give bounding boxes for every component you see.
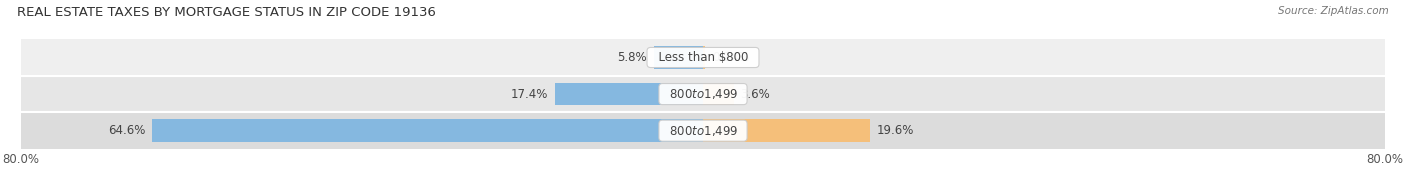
Text: REAL ESTATE TAXES BY MORTGAGE STATUS IN ZIP CODE 19136: REAL ESTATE TAXES BY MORTGAGE STATUS IN … — [17, 6, 436, 19]
Text: Less than $800: Less than $800 — [651, 51, 755, 64]
Text: 3.6%: 3.6% — [741, 88, 770, 101]
Bar — [654, 46, 703, 69]
Bar — [555, 83, 703, 105]
Text: 17.4%: 17.4% — [510, 88, 548, 101]
Text: 5.8%: 5.8% — [617, 51, 647, 64]
Text: $800 to $1,499: $800 to $1,499 — [662, 87, 744, 101]
Bar — [152, 119, 703, 142]
Text: 0.24%: 0.24% — [711, 51, 749, 64]
Bar — [21, 39, 1385, 76]
Text: 19.6%: 19.6% — [877, 124, 914, 137]
Text: $800 to $1,499: $800 to $1,499 — [662, 124, 744, 138]
Bar — [21, 76, 1385, 112]
Text: Source: ZipAtlas.com: Source: ZipAtlas.com — [1278, 6, 1389, 16]
Bar — [703, 46, 704, 69]
Bar — [703, 119, 870, 142]
Bar — [703, 83, 734, 105]
Text: 64.6%: 64.6% — [108, 124, 146, 137]
Bar — [21, 112, 1385, 149]
